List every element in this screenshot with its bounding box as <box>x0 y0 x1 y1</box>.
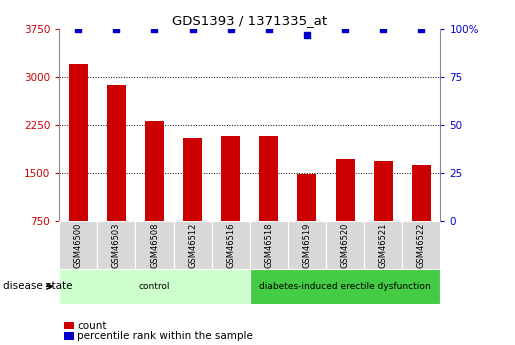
Bar <box>212 221 250 269</box>
Bar <box>250 269 440 304</box>
Text: GSM46520: GSM46520 <box>340 222 350 268</box>
Bar <box>250 221 288 269</box>
Bar <box>183 138 202 221</box>
Text: GSM46522: GSM46522 <box>417 222 426 268</box>
Text: GSM46516: GSM46516 <box>226 222 235 268</box>
Bar <box>326 221 364 269</box>
Bar <box>297 174 316 221</box>
Bar <box>97 221 135 269</box>
Bar <box>411 165 431 221</box>
Point <box>265 27 273 32</box>
Bar <box>364 221 402 269</box>
Bar <box>174 221 212 269</box>
Point <box>227 27 235 32</box>
Text: GSM46521: GSM46521 <box>379 222 388 268</box>
Text: GSM46518: GSM46518 <box>264 222 273 268</box>
Text: count: count <box>77 321 107 331</box>
Bar <box>145 121 164 221</box>
Text: GSM46512: GSM46512 <box>188 222 197 268</box>
Bar <box>107 86 126 221</box>
Point <box>417 27 425 32</box>
Text: GSM46519: GSM46519 <box>302 222 312 268</box>
Title: GDS1393 / 1371335_at: GDS1393 / 1371335_at <box>172 14 328 27</box>
Point <box>188 27 197 32</box>
Point <box>379 27 387 32</box>
Text: GSM46503: GSM46503 <box>112 222 121 268</box>
Text: GSM46500: GSM46500 <box>74 222 83 268</box>
Text: diabetes-induced erectile dysfunction: diabetes-induced erectile dysfunction <box>259 282 431 291</box>
Point <box>303 32 311 38</box>
Bar <box>68 65 88 221</box>
Text: GSM46508: GSM46508 <box>150 222 159 268</box>
Bar <box>59 221 97 269</box>
Bar <box>373 161 392 221</box>
Bar <box>59 269 250 304</box>
Bar <box>402 221 440 269</box>
Text: control: control <box>139 282 170 291</box>
Point <box>74 27 82 32</box>
Bar <box>135 221 174 269</box>
Point <box>341 27 349 32</box>
Text: percentile rank within the sample: percentile rank within the sample <box>77 331 253 341</box>
Point <box>112 27 121 32</box>
Bar <box>288 221 326 269</box>
Bar <box>259 136 278 221</box>
Bar <box>335 159 354 221</box>
Bar <box>221 136 240 221</box>
Text: disease state: disease state <box>3 282 72 291</box>
Point <box>150 27 159 32</box>
